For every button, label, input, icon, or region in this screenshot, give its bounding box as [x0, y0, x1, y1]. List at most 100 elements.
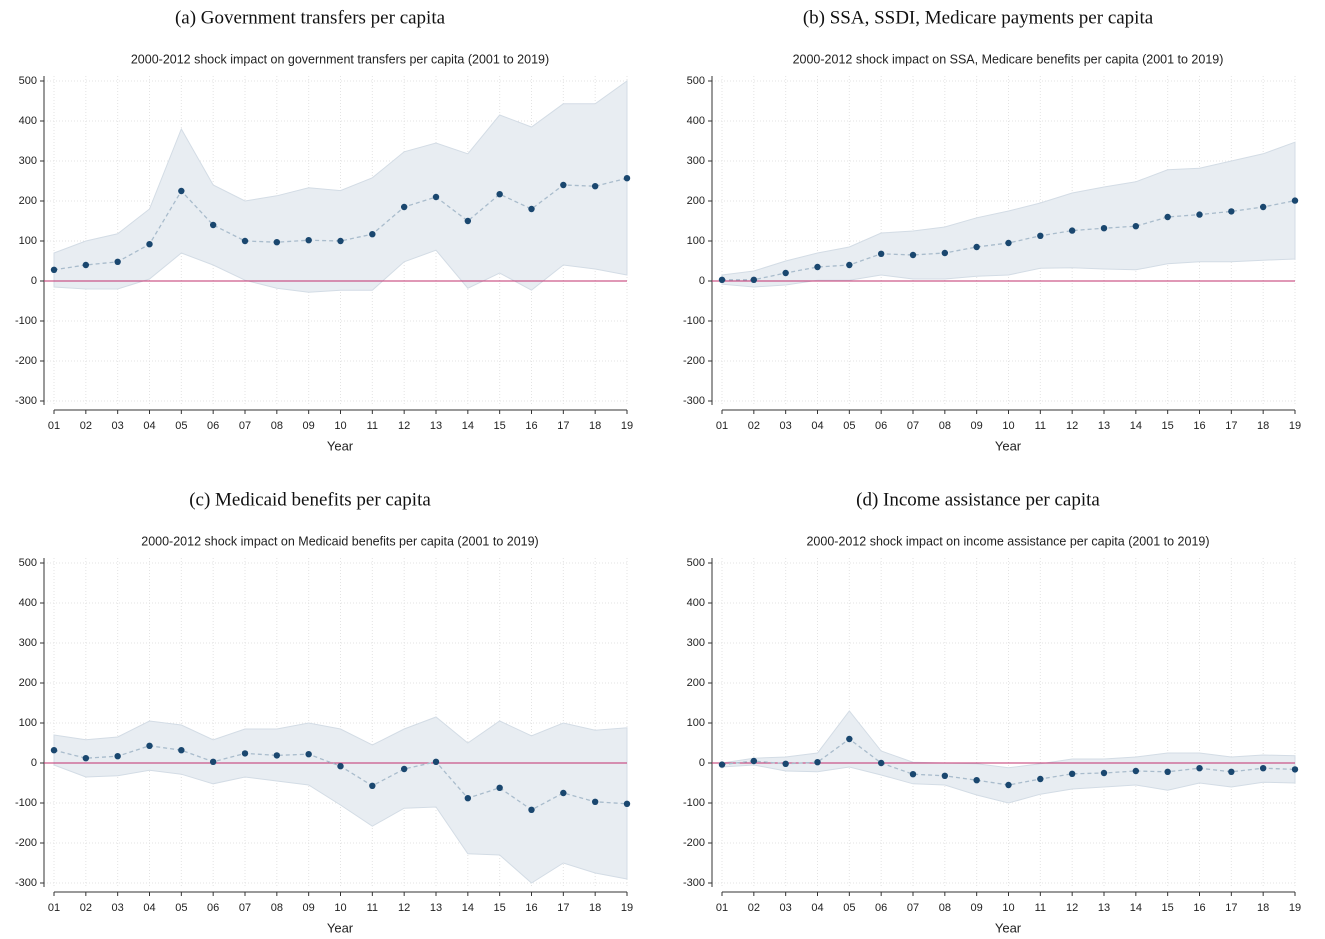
- x-tick-label: 17: [557, 420, 569, 432]
- y-tick-label: 300: [687, 155, 705, 167]
- ci-band: [53, 80, 628, 293]
- y-tick-label: -300: [683, 877, 705, 889]
- estimate-point: [877, 250, 885, 257]
- y-tick-label: -200: [683, 355, 705, 367]
- y-tick-label: -100: [15, 797, 37, 809]
- y-tick-label: 0: [699, 757, 705, 769]
- x-tick-label: 10: [1002, 420, 1014, 432]
- estimate-point: [273, 752, 281, 759]
- y-tick-label: -300: [15, 877, 37, 889]
- estimate-point: [973, 243, 980, 251]
- x-tick-label: 08: [939, 902, 951, 914]
- x-tick-label: 17: [1225, 902, 1237, 914]
- estimate-point: [209, 221, 217, 229]
- x-tick-label: 19: [1289, 902, 1301, 914]
- x-tick-label: 17: [1225, 420, 1237, 432]
- x-tick-label: 03: [780, 902, 792, 914]
- estimate-point: [782, 269, 789, 277]
- panel: (d) Income assistance per capita 2000-201…: [683, 489, 1301, 935]
- x-tick-label: 18: [1257, 420, 1269, 432]
- estimate-point: [337, 237, 344, 245]
- x-tick-label: 16: [1193, 902, 1205, 914]
- estimate-point: [591, 798, 599, 805]
- y-tick-label: 100: [687, 235, 705, 247]
- estimate-point: [209, 758, 217, 765]
- y-tick-label: 500: [687, 557, 705, 569]
- estimate-point: [496, 784, 503, 791]
- x-tick-label: 08: [939, 420, 951, 432]
- x-tick-label: 14: [462, 420, 474, 432]
- estimate-point: [146, 241, 153, 248]
- y-tick-label: 500: [19, 557, 37, 569]
- estimate-point: [846, 261, 853, 269]
- x-tick-label: 09: [971, 420, 983, 432]
- x-tick-label: 12: [1066, 902, 1078, 914]
- estimate-point: [941, 249, 949, 257]
- x-tick-label: 16: [525, 420, 537, 432]
- y-tick-label: 0: [31, 275, 37, 287]
- estimate-point: [464, 795, 472, 802]
- estimate-point: [50, 747, 58, 754]
- estimate-point: [1068, 227, 1076, 234]
- y-tick-label: -100: [683, 797, 705, 809]
- y-tick-label: -200: [15, 837, 37, 849]
- y-tick-label: 400: [19, 115, 37, 127]
- x-tick-label: 02: [748, 902, 760, 914]
- x-tick-label: 06: [207, 420, 219, 432]
- y-tick-label: 300: [19, 155, 37, 167]
- estimate-point: [750, 757, 758, 765]
- estimate-point: [718, 761, 726, 768]
- estimate-point: [1164, 768, 1171, 775]
- y-tick-label: -300: [683, 395, 705, 407]
- y-tick-label: 500: [687, 75, 705, 87]
- estimate-point: [464, 217, 472, 225]
- estimate-point: [114, 753, 121, 760]
- estimate-point: [877, 759, 885, 767]
- estimate-point: [909, 771, 917, 778]
- x-tick-label: 09: [971, 902, 983, 914]
- x-axis-label: Year: [995, 438, 1022, 453]
- y-tick-label: 200: [19, 677, 37, 689]
- x-tick-label: 13: [430, 420, 442, 432]
- estimate-point: [750, 276, 758, 283]
- x-tick-label: 16: [1193, 420, 1205, 432]
- y-tick-label: 400: [687, 115, 705, 127]
- estimate-point: [400, 203, 408, 211]
- estimate-point: [560, 181, 567, 189]
- x-tick-label: 03: [112, 902, 124, 914]
- y-tick-label: -200: [683, 837, 705, 849]
- estimate-point: [782, 760, 789, 767]
- estimate-point: [1132, 223, 1140, 230]
- estimate-point: [432, 758, 440, 765]
- estimate-point: [273, 239, 281, 246]
- estimate-point: [432, 193, 440, 201]
- x-tick-label: 19: [621, 902, 633, 914]
- y-tick-label: 500: [19, 75, 37, 87]
- estimate-point: [1259, 203, 1267, 211]
- estimate-point: [528, 806, 535, 813]
- estimate-point: [909, 251, 917, 259]
- estimate-point: [178, 187, 185, 195]
- panel-caption: (c) Medicaid benefits per capita: [189, 489, 431, 510]
- panel-caption: (d) Income assistance per capita: [856, 489, 1100, 510]
- estimate-point: [369, 782, 376, 789]
- estimate-point: [1291, 197, 1299, 204]
- estimate-point: [1100, 769, 1108, 777]
- x-tick-label: 11: [1035, 902, 1046, 914]
- x-tick-label: 05: [175, 420, 187, 432]
- y-tick-label: 300: [687, 637, 705, 649]
- y-tick-label: 300: [19, 637, 37, 649]
- estimate-point: [241, 237, 249, 245]
- x-tick-label: 15: [1162, 420, 1174, 432]
- estimate-point: [400, 765, 408, 773]
- estimate-point: [1291, 766, 1299, 773]
- x-tick-label: 01: [716, 902, 728, 914]
- x-tick-label: 07: [907, 420, 919, 432]
- x-tick-label: 01: [716, 420, 728, 432]
- x-tick-label: 07: [239, 902, 251, 914]
- x-tick-label: 12: [398, 902, 410, 914]
- x-tick-label: 14: [1130, 420, 1142, 432]
- x-tick-label: 02: [748, 420, 760, 432]
- y-tick-label: -200: [15, 355, 37, 367]
